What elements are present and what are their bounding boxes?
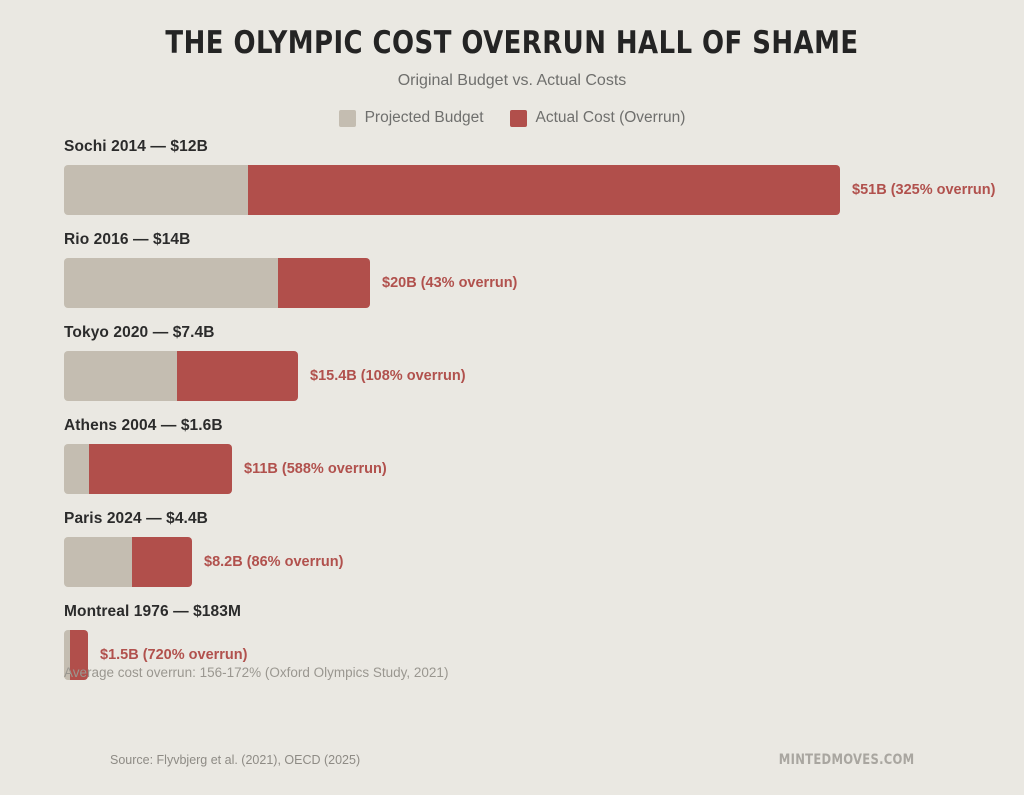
stacked-bar xyxy=(64,165,840,215)
bar-group: Paris 2024 — $4.4B $8.2B (86% overrun) xyxy=(64,510,992,587)
bar-value-label: $11B (588% overrun) xyxy=(244,461,387,477)
bar-group: Tokyo 2020 — $7.4B $15.4B (108% overrun) xyxy=(64,324,992,401)
stacked-bar xyxy=(64,351,298,401)
bar-category-label: Rio 2016 — $14B xyxy=(64,231,191,248)
bar-row: $51B (325% overrun) xyxy=(64,165,996,215)
bar-segment-projected xyxy=(64,444,89,494)
stacked-bar xyxy=(64,258,370,308)
bar-segment-overrun xyxy=(132,537,192,587)
bar-value-label: $20B (43% overrun) xyxy=(382,275,518,291)
bar-row: $1.5B (720% overrun) xyxy=(64,630,992,680)
bar-group: Montreal 1976 — $183M $1.5B (720% overrun… xyxy=(64,603,992,680)
bar-value-label: $51B (325% overrun) xyxy=(852,182,996,198)
stacked-bar xyxy=(64,444,232,494)
bar-category-label: Sochi 2014 — $12B xyxy=(64,138,208,155)
chart-subtitle: Original Budget vs. Actual Costs xyxy=(397,72,627,90)
bar-segment-projected xyxy=(64,258,278,308)
bar-segment-projected xyxy=(64,165,248,215)
bar-segment-overrun xyxy=(278,258,370,308)
bar-row: $8.2B (86% overrun) xyxy=(64,537,992,587)
bar-category-label: Tokyo 2020 — $7.4B xyxy=(64,324,215,341)
legend-swatch-projected xyxy=(338,109,356,127)
chart-header: THE OLYMPIC COST OVERRUN HALL OF SHAME O… xyxy=(0,0,1024,90)
bar-category-label: Athens 2004 — $1.6B xyxy=(64,417,223,434)
legend-item: Projected Budget xyxy=(338,109,484,127)
stacked-bar xyxy=(64,537,192,587)
legend-item: Actual Cost (Overrun) xyxy=(509,109,686,127)
bar-value-label: $8.2B (86% overrun) xyxy=(204,554,344,570)
footer-source-text: Source: Flyvbjerg et al. (2021), OECD (2… xyxy=(110,753,361,767)
bar-segment-overrun xyxy=(177,351,298,401)
bar-segment-overrun xyxy=(89,444,232,494)
legend-item-label: Projected Budget xyxy=(364,109,484,127)
bar-group: Athens 2004 — $1.6B $11B (588% overrun) xyxy=(64,417,992,494)
bar-category-label: Paris 2024 — $4.4B xyxy=(64,510,208,527)
chart-legend: Projected Budget Actual Cost (Overrun) xyxy=(0,109,1024,127)
bar-segment-overrun xyxy=(248,165,840,215)
chart-annotation: Average cost overrun: 156-172% (Oxford O… xyxy=(64,665,449,680)
bar-segment-projected xyxy=(64,630,70,680)
bar-category-label: Montreal 1976 — $183M xyxy=(64,603,241,620)
chart-plot-area: Sochi 2014 — $12B $51B (325% overrun) Rio … xyxy=(64,138,996,696)
bar-group: Sochi 2014 — $12B $51B (325% overrun) xyxy=(64,138,996,215)
footer-brand-watermark: MINTEDMOVES.COM xyxy=(778,752,914,768)
bar-row: $11B (588% overrun) xyxy=(64,444,992,494)
legend-swatch-actual xyxy=(509,109,527,127)
bar-segment-projected xyxy=(64,351,177,401)
bar-segment-overrun xyxy=(70,630,88,680)
footer: Source: Flyvbjerg et al. (2021), OECD (2… xyxy=(0,749,1024,771)
stacked-bar xyxy=(64,630,88,680)
bar-row: $20B (43% overrun) xyxy=(64,258,992,308)
bar-segment-projected xyxy=(64,537,132,587)
bar-value-label: $15.4B (108% overrun) xyxy=(310,368,466,384)
bar-value-label: $1.5B (720% overrun) xyxy=(100,647,248,663)
page-title: THE OLYMPIC COST OVERRUN HALL OF SHAME xyxy=(165,25,859,61)
legend-item-label: Actual Cost (Overrun) xyxy=(535,109,686,127)
bar-group: Rio 2016 — $14B $20B (43% overrun) xyxy=(64,231,992,308)
bar-row: $15.4B (108% overrun) xyxy=(64,351,992,401)
